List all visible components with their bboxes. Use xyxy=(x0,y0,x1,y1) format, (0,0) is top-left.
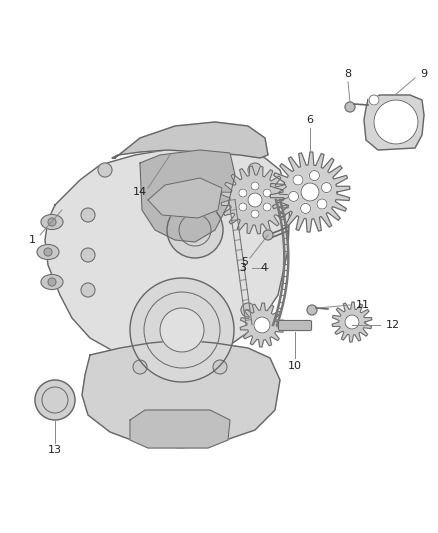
Circle shape xyxy=(263,189,271,197)
Text: 9: 9 xyxy=(420,69,427,79)
Circle shape xyxy=(289,191,299,201)
Polygon shape xyxy=(332,302,372,342)
Polygon shape xyxy=(270,152,350,232)
Ellipse shape xyxy=(41,214,63,230)
Circle shape xyxy=(248,163,262,177)
Circle shape xyxy=(293,175,303,185)
Circle shape xyxy=(263,203,271,211)
Circle shape xyxy=(321,183,332,192)
Circle shape xyxy=(133,360,147,374)
Circle shape xyxy=(251,182,259,190)
Circle shape xyxy=(48,278,56,286)
Circle shape xyxy=(263,230,273,240)
Circle shape xyxy=(241,303,255,317)
Circle shape xyxy=(345,102,355,112)
Polygon shape xyxy=(82,340,280,448)
Polygon shape xyxy=(364,95,424,150)
Ellipse shape xyxy=(37,245,59,260)
Text: 11: 11 xyxy=(356,300,370,310)
Polygon shape xyxy=(148,178,222,218)
Ellipse shape xyxy=(41,274,63,289)
Circle shape xyxy=(309,171,319,181)
Circle shape xyxy=(300,204,311,213)
Circle shape xyxy=(81,283,95,297)
Text: 14: 14 xyxy=(133,187,147,197)
FancyBboxPatch shape xyxy=(279,320,311,330)
Circle shape xyxy=(251,210,259,218)
Circle shape xyxy=(213,360,227,374)
Circle shape xyxy=(374,100,418,144)
Text: 13: 13 xyxy=(48,445,62,455)
Text: 12: 12 xyxy=(386,320,400,330)
Circle shape xyxy=(369,95,379,105)
Circle shape xyxy=(48,218,56,226)
Polygon shape xyxy=(140,150,235,242)
Text: 4: 4 xyxy=(260,263,267,273)
Polygon shape xyxy=(45,148,290,362)
Circle shape xyxy=(98,163,112,177)
Text: 3: 3 xyxy=(239,263,246,273)
Circle shape xyxy=(130,278,234,382)
Text: 8: 8 xyxy=(344,69,352,79)
Circle shape xyxy=(167,202,223,258)
Circle shape xyxy=(248,193,262,207)
Circle shape xyxy=(301,183,319,201)
Text: 10: 10 xyxy=(288,361,302,371)
Circle shape xyxy=(44,248,52,256)
Circle shape xyxy=(317,199,327,209)
Circle shape xyxy=(239,203,247,211)
Text: 6: 6 xyxy=(307,115,314,125)
Text: 1: 1 xyxy=(28,235,35,245)
Circle shape xyxy=(239,189,247,197)
Polygon shape xyxy=(112,122,268,158)
Polygon shape xyxy=(221,166,289,234)
Circle shape xyxy=(35,380,75,420)
Text: 5: 5 xyxy=(241,257,248,267)
Circle shape xyxy=(345,315,359,329)
Circle shape xyxy=(160,308,204,352)
Circle shape xyxy=(81,208,95,222)
Polygon shape xyxy=(130,410,230,448)
Circle shape xyxy=(307,305,317,315)
Circle shape xyxy=(81,248,95,262)
Circle shape xyxy=(254,317,270,333)
Polygon shape xyxy=(240,303,284,347)
